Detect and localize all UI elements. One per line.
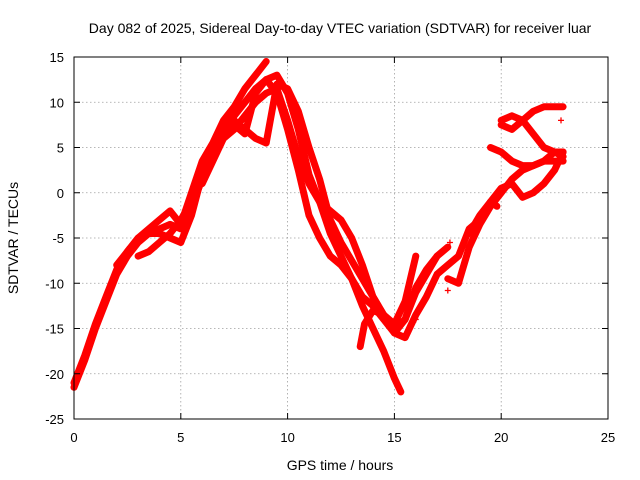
data-point-marker <box>412 316 419 323</box>
data-series-trace-7 <box>444 148 567 287</box>
data-point-marker <box>487 144 494 151</box>
x-axis-label: GPS time / hours <box>287 457 394 473</box>
data-series-trace-11 <box>497 112 567 161</box>
data-point-marker <box>263 58 270 65</box>
x-tick-label: 20 <box>494 430 508 445</box>
data-series-trace-9 <box>487 144 567 170</box>
y-tick-label: -5 <box>52 231 64 246</box>
data-point-marker <box>493 203 500 210</box>
chart-title: Day 082 of 2025, Sidereal Day-to-day VTE… <box>89 20 592 36</box>
x-tick-label: 5 <box>177 430 184 445</box>
data-point-marker <box>199 180 206 187</box>
data-point-marker <box>135 253 142 260</box>
data-series-trace-10 <box>497 103 567 133</box>
data-point-marker <box>466 230 473 237</box>
data-series-trace-6 <box>356 148 567 351</box>
axis-ticks: 0 5 10 15 20 25 -25 -20 -15 -10 -5 0 5 10 15 <box>45 50 615 445</box>
data-series <box>70 58 567 396</box>
x-tick-label: 0 <box>70 430 77 445</box>
data-series-trace-5 <box>198 85 452 332</box>
data-point-marker <box>113 262 120 269</box>
y-tick-label: 0 <box>57 186 64 201</box>
y-tick-label: 15 <box>50 50 64 65</box>
x-tick-label: 10 <box>280 430 294 445</box>
data-point-marker <box>444 275 451 282</box>
x-tick-label: 15 <box>387 430 401 445</box>
y-tick-label: -20 <box>45 367 64 382</box>
data-point-marker <box>560 103 567 110</box>
y-tick-label: -10 <box>45 276 64 291</box>
y-tick-label: -25 <box>45 412 64 427</box>
y-tick-label: 5 <box>57 141 64 156</box>
y-tick-label: 10 <box>50 95 64 110</box>
data-series-trace-8 <box>465 198 501 237</box>
data-point-marker <box>558 117 565 124</box>
data-point-marker <box>397 388 404 395</box>
data-point-marker <box>357 343 364 350</box>
data-point-marker <box>560 153 567 160</box>
data-point-marker <box>444 244 451 251</box>
y-tick-label: -15 <box>45 322 64 337</box>
y-axis-label: SDTVAR / TECUs <box>5 182 21 294</box>
x-tick-label: 25 <box>601 430 615 445</box>
data-point-marker <box>446 239 453 246</box>
data-point-marker <box>412 253 419 260</box>
data-point-marker <box>498 117 505 124</box>
data-point-marker <box>444 287 451 294</box>
